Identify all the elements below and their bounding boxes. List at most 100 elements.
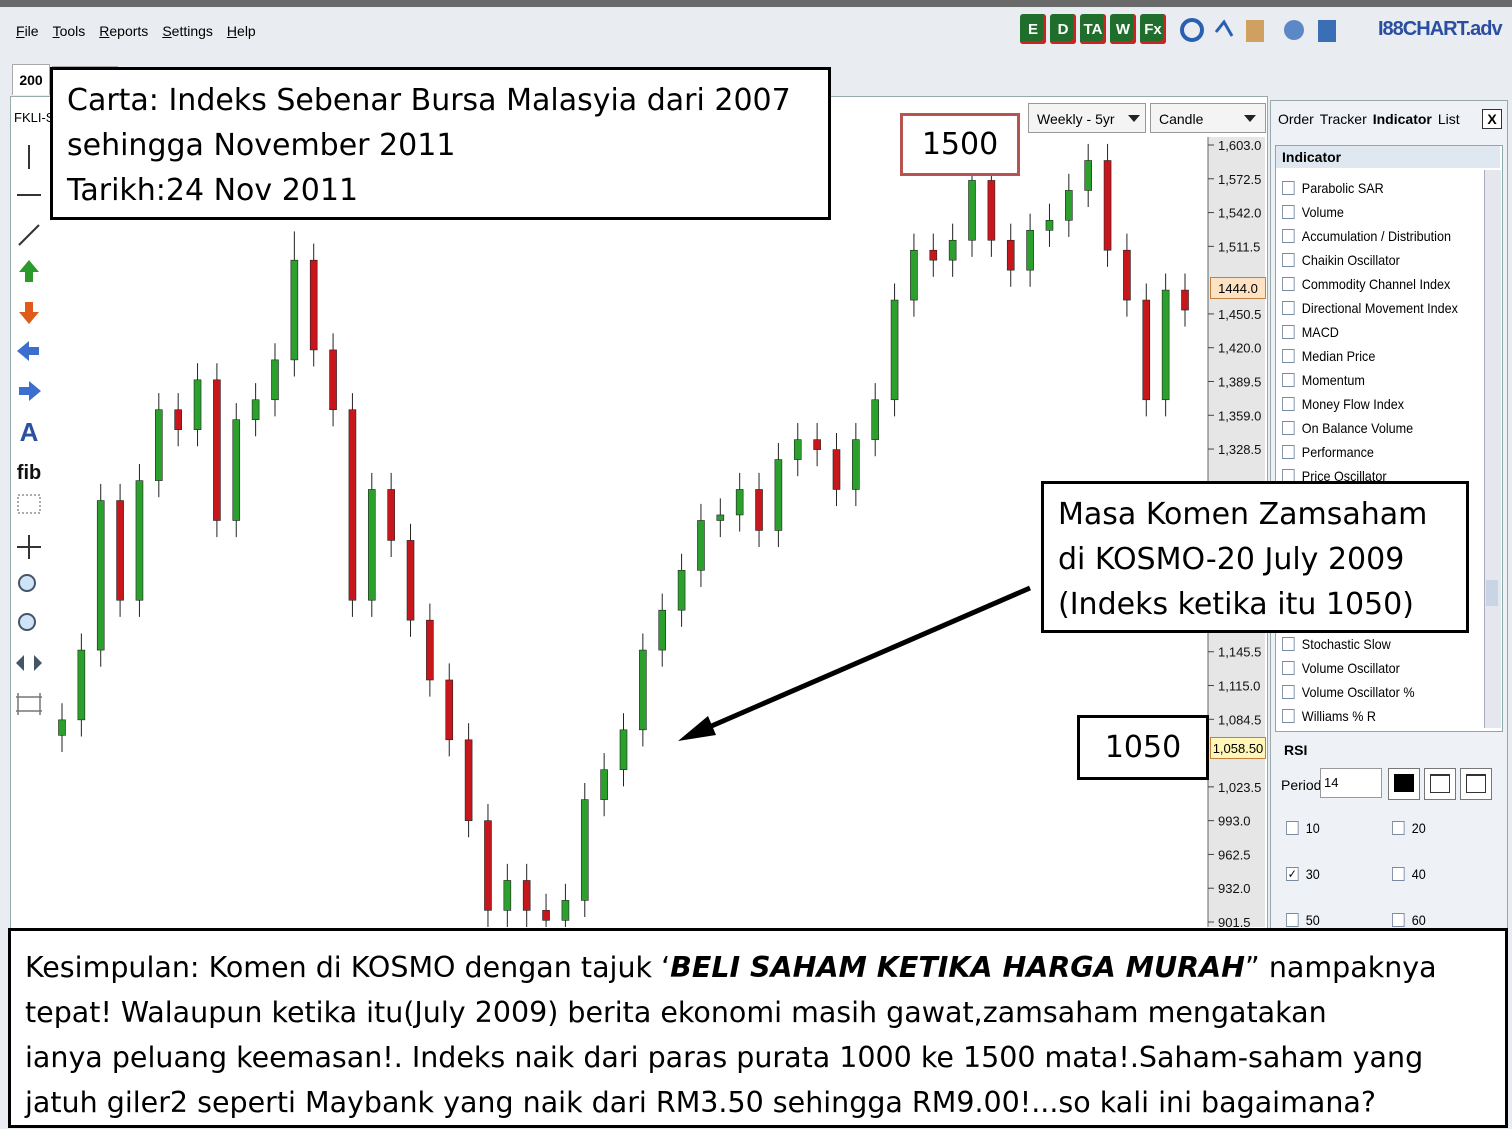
indicator-row[interactable]: Parabolic SAR (1282, 176, 1458, 200)
rsi-option[interactable]: 20 (1392, 816, 1487, 840)
style-select[interactable]: Candle (1150, 103, 1266, 133)
checkbox[interactable] (1282, 373, 1295, 387)
candle-body (929, 249, 938, 261)
candle-body (619, 729, 628, 771)
checkbox[interactable] (1286, 913, 1299, 927)
checkbox[interactable] (1282, 277, 1295, 291)
indicator-row[interactable]: Directional Movement Index (1282, 296, 1458, 320)
checkbox[interactable] (1282, 229, 1295, 243)
rsi-option[interactable]: 60 (1392, 908, 1487, 932)
panel-tab[interactable]: List (1437, 111, 1460, 127)
checkbox[interactable] (1282, 661, 1295, 675)
indicator-row[interactable]: Money Flow Index (1282, 392, 1458, 416)
indicator-row[interactable]: Williams % R (1282, 704, 1415, 728)
rsi-option[interactable]: ✓ 30 (1286, 862, 1381, 886)
checkbox[interactable] (1392, 913, 1405, 927)
icon[interactable] (1246, 20, 1264, 42)
period-select[interactable]: Weekly - 5yr (1028, 103, 1146, 133)
indicator-row[interactable]: Volume Oscillator (1282, 656, 1415, 680)
menu-item[interactable]: File (16, 23, 39, 39)
checkbox[interactable] (1282, 301, 1295, 315)
checkbox[interactable] (1282, 325, 1295, 339)
indicator-row[interactable]: MACD (1282, 320, 1458, 344)
toolbar-button[interactable]: E (1020, 14, 1046, 44)
y-tick-label: 1,420.0 (1218, 341, 1261, 356)
checkbox[interactable] (1392, 821, 1405, 835)
tab[interactable]: 200 (12, 64, 50, 95)
icon[interactable] (1318, 20, 1336, 42)
indicator-row[interactable]: Price Oscillator (1282, 464, 1458, 488)
rsi-option[interactable]: 10 (1286, 816, 1381, 840)
checkbox[interactable] (1282, 709, 1295, 723)
checkbox[interactable] (1282, 397, 1295, 411)
indicator-row[interactable]: On Balance Volume (1282, 416, 1458, 440)
checkbox[interactable] (1282, 637, 1295, 651)
menu-item[interactable]: Reports (99, 23, 149, 39)
candle-body (1065, 190, 1073, 221)
indicators: Parabolic SAR Volume Accumulation / Distri… (1282, 176, 1478, 488)
toolbar-button[interactable]: TA (1080, 14, 1106, 44)
checkbox[interactable] (1286, 821, 1299, 835)
symbol: FKLI-S (14, 110, 55, 125)
scrollbar[interactable] (1484, 170, 1501, 728)
indicator-row[interactable]: Volume (1282, 200, 1458, 224)
checkbox[interactable] (1282, 181, 1295, 195)
indicator-row[interactable]: Stochastic Slow (1282, 632, 1415, 656)
tool[interactable]: A (20, 417, 39, 447)
indicator-row[interactable]: Commodity Channel Index (1282, 272, 1458, 296)
checkbox[interactable] (1282, 205, 1295, 219)
color-button[interactable] (1388, 768, 1420, 800)
tool[interactable] (19, 260, 39, 282)
toolbar-button[interactable]: D (1050, 14, 1076, 44)
icon[interactable] (1180, 18, 1204, 42)
tool[interactable] (19, 381, 41, 401)
indicator-row[interactable]: Chaikin Oscillator (1282, 248, 1458, 272)
toolbar-button[interactable]: Fx (1140, 14, 1166, 44)
indicator-row[interactable]: Median Price (1282, 344, 1458, 368)
tool[interactable] (17, 535, 41, 559)
tool[interactable] (16, 693, 42, 715)
tool[interactable] (17, 494, 41, 514)
scroll-thumb[interactable] (1486, 580, 1498, 606)
line-button[interactable] (1460, 768, 1492, 800)
candle-body (542, 910, 550, 921)
period-input[interactable]: 14 (1320, 768, 1382, 798)
menu-item[interactable]: Help (226, 23, 256, 39)
tool[interactable]: fib (17, 462, 41, 484)
indicator-row[interactable]: Performance (1282, 440, 1458, 464)
rsi-option[interactable]: 40 (1392, 862, 1487, 886)
panel-tab[interactable]: Indicator (1372, 111, 1432, 127)
panel-tab[interactable]: Order (1278, 111, 1314, 127)
candle-body (96, 500, 105, 651)
tool[interactable] (18, 224, 40, 246)
menu-item[interactable]: Tools (52, 23, 86, 39)
icon[interactable] (1214, 19, 1234, 37)
checkbox[interactable]: ✓ (1286, 867, 1299, 881)
toolbar-button[interactable]: W (1110, 14, 1136, 44)
checkbox[interactable] (1282, 253, 1295, 267)
tool[interactable] (16, 655, 42, 671)
tool[interactable] (17, 341, 39, 361)
icon[interactable] (1284, 20, 1304, 40)
checkbox[interactable] (1282, 445, 1295, 459)
menu-item[interactable]: Settings (162, 23, 213, 39)
indicator-row[interactable]: Volume Oscillator % (1282, 680, 1415, 704)
checkbox[interactable] (1282, 349, 1295, 363)
tool[interactable] (18, 574, 36, 592)
indicator-name: On Balance Volume (1301, 420, 1414, 436)
indicator-row[interactable]: Accumulation / Distribution (1282, 224, 1458, 248)
checkbox[interactable] (1282, 685, 1295, 699)
candle-body (890, 299, 899, 401)
tool[interactable] (18, 613, 36, 631)
tool[interactable] (19, 302, 39, 324)
indicators: Stochastic Slow Volume Oscillator Volume O… (1282, 632, 1429, 728)
panel-tab[interactable]: Tracker (1319, 111, 1367, 127)
indicator-row[interactable]: Momentum (1282, 368, 1458, 392)
swatch (1466, 774, 1486, 793)
option-label: 10 (1305, 820, 1320, 836)
rsi-option[interactable]: 50 (1286, 908, 1381, 932)
checkbox[interactable] (1282, 421, 1295, 435)
line-button[interactable] (1424, 768, 1456, 800)
checkbox[interactable] (1392, 867, 1405, 881)
close-button[interactable]: X (1482, 109, 1502, 129)
